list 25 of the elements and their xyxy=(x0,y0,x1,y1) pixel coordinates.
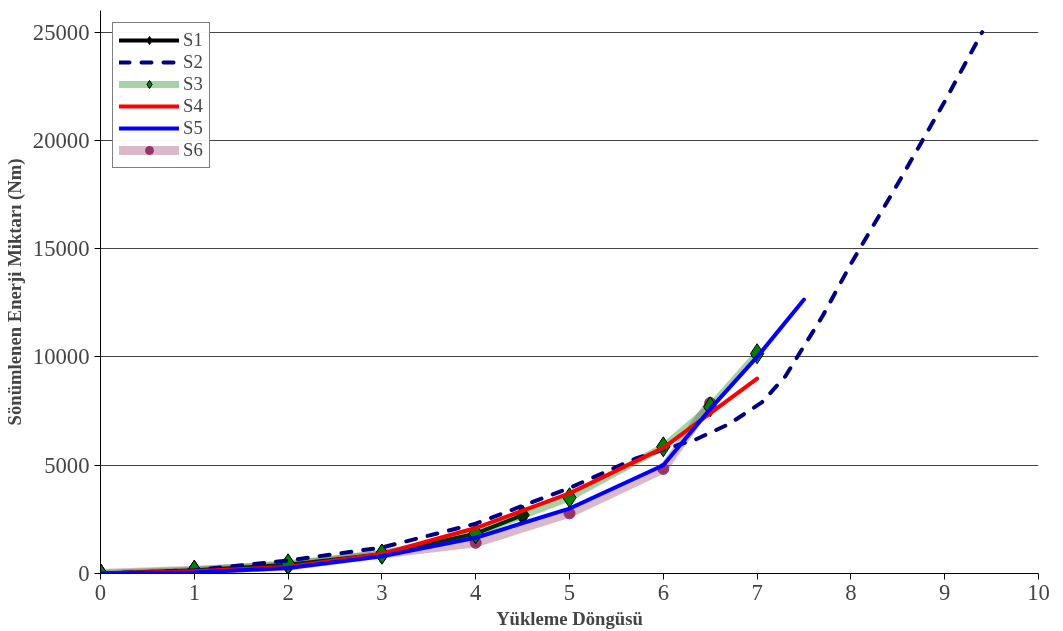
x-tick-label: 5 xyxy=(563,579,576,605)
legend-label: S2 xyxy=(183,51,203,73)
y-tick-label: 5000 xyxy=(44,452,90,478)
legend-label: S6 xyxy=(183,139,203,161)
x-tick-label: 0 xyxy=(94,579,107,605)
x-axis-title: Yükleme Döngüsü xyxy=(496,607,643,629)
legend-label: S5 xyxy=(183,117,203,139)
legend-label: S1 xyxy=(183,29,203,51)
y-tick-label: 10000 xyxy=(32,344,90,370)
y-tick-label: 25000 xyxy=(32,19,90,45)
y-tick-label: 0 xyxy=(78,561,90,586)
x-tick-label: 10 xyxy=(1027,579,1050,605)
x-tick-label: 7 xyxy=(751,579,763,605)
legend-label: S3 xyxy=(183,73,203,95)
y-tick-label: 20000 xyxy=(32,127,90,153)
x-tick-label: 1 xyxy=(188,579,200,605)
x-tick-label: 9 xyxy=(939,579,951,605)
legend-label: S4 xyxy=(183,95,203,117)
x-tick-label: 2 xyxy=(282,579,294,605)
x-tick-label: 6 xyxy=(657,579,669,605)
y-tick-label: 15000 xyxy=(32,236,90,262)
y-axis-title: Sönümlenen Enerji Miktarı (Nm) xyxy=(3,158,26,426)
x-tick-label: 4 xyxy=(470,579,482,605)
x-tick-label: 3 xyxy=(376,579,388,605)
x-tick-label: 8 xyxy=(845,579,857,605)
